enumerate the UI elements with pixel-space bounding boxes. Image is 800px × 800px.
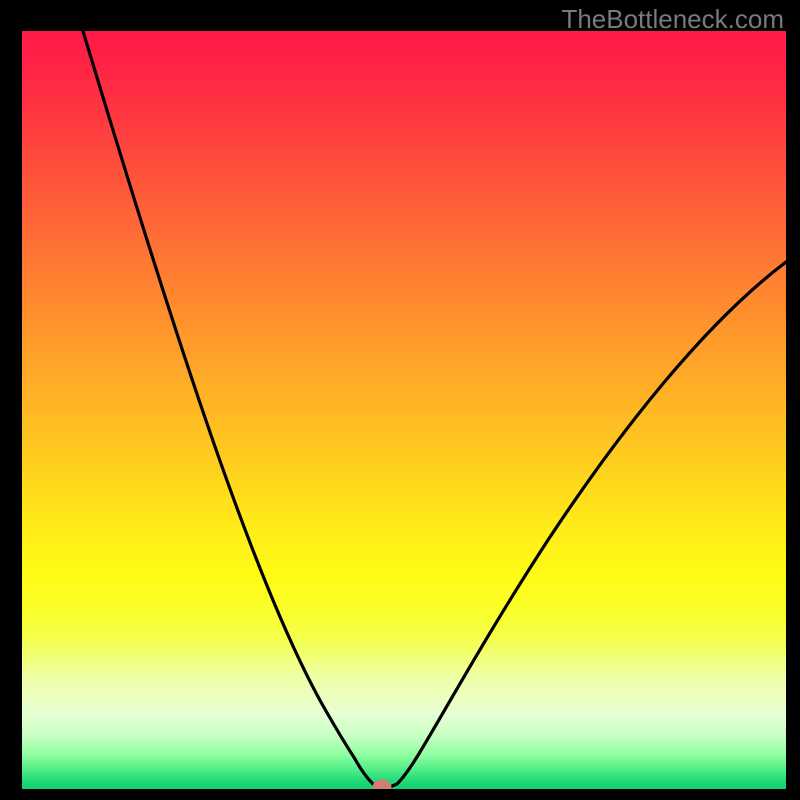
plot-svg xyxy=(0,0,800,800)
figure-canvas: TheBottleneck.com xyxy=(0,0,800,800)
gradient-background xyxy=(22,31,786,789)
minimum-marker xyxy=(373,780,392,795)
